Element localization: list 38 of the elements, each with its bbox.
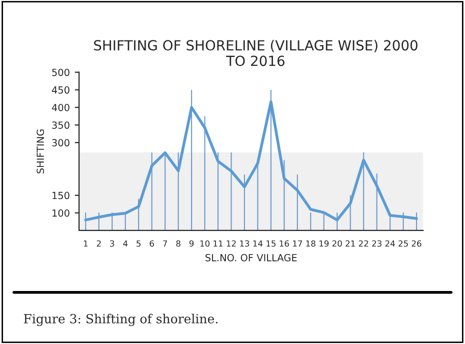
x-tick-label: 17	[293, 240, 302, 247]
x-tick-label: 20	[332, 240, 342, 247]
x-tick-label: 6	[150, 240, 154, 247]
y-tick-label: 500	[52, 68, 70, 76]
x-tick-label: 23	[372, 240, 382, 247]
x-tick-label: 24	[385, 240, 395, 247]
x-tick-label: 26	[412, 240, 422, 247]
x-tick-label: 11	[214, 240, 223, 247]
x-axis-title: SL.NO. OF VILLAGE	[206, 254, 297, 262]
y-tick-label: 150	[52, 192, 70, 200]
y-tick-label: 450	[52, 86, 70, 94]
y-tick-label: 100	[52, 209, 70, 217]
x-tick-label: 7	[163, 240, 168, 247]
line-series	[84, 100, 418, 222]
y-axis-title: SHIFTING	[36, 129, 44, 174]
x-tick-label: 21	[346, 240, 355, 247]
x-tick-label: 5	[136, 240, 141, 247]
x-tick-label: 25	[398, 240, 408, 247]
x-tick-label: 3	[110, 240, 114, 247]
x-tick-label: 14	[253, 240, 263, 247]
x-tick-label: 19	[320, 240, 329, 247]
x-tick-label: 15	[266, 240, 276, 247]
x-tick-label: 10	[200, 240, 210, 247]
x-tick-label: 4	[123, 240, 128, 247]
x-tick-label: 13	[240, 240, 250, 247]
x-tick-label: 8	[176, 240, 180, 247]
x-tick-label: 9	[189, 240, 194, 247]
x-tick-label: 1	[84, 240, 88, 247]
y-tick-label: 400	[52, 104, 70, 112]
y-tick-label: 350	[52, 121, 70, 129]
x-tick-label: 22	[358, 240, 368, 247]
x-tick-label: 16	[280, 240, 289, 247]
x-tick-label: 12	[226, 240, 236, 247]
x-tick-label: 18	[306, 240, 316, 247]
caption: Figure 3: Shifting of shoreline.	[24, 314, 218, 326]
y-tick-label: 300	[52, 139, 70, 146]
x-tick-label: 2	[96, 240, 101, 247]
chart-title: SHIFTING OF SHORELINE (VILLAGE WISE) 2000 TO 2016	[94, 40, 418, 66]
